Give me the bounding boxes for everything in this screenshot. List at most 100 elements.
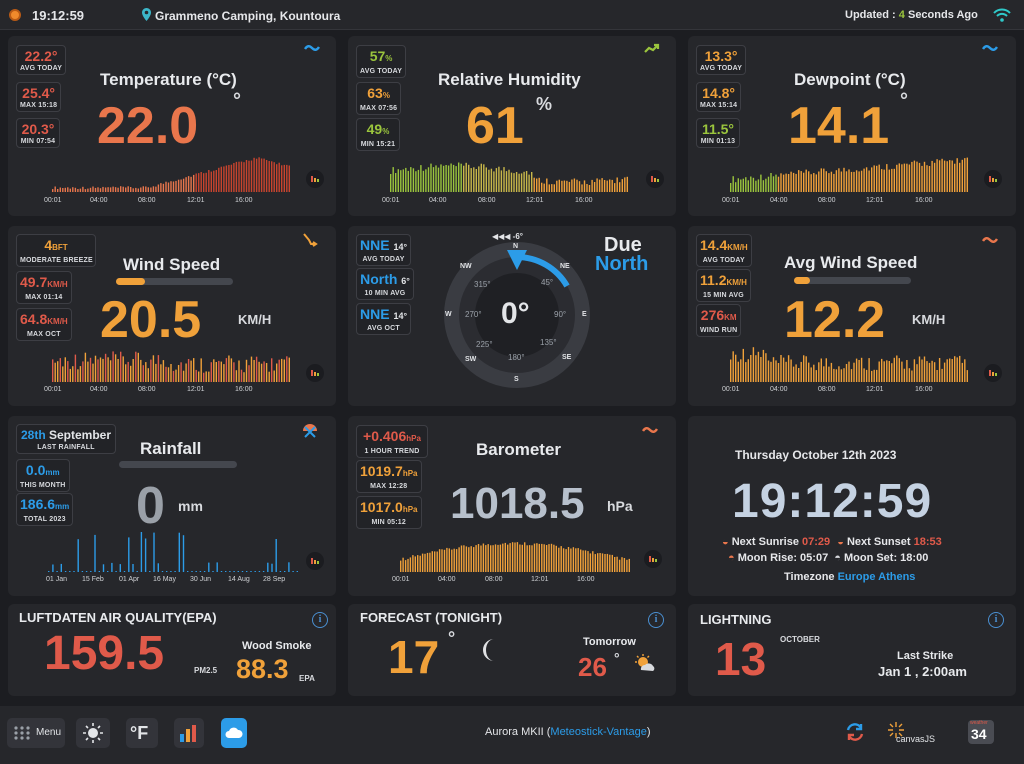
dir-avg-label: AVG TODAY: [362, 256, 405, 263]
spark-bar: [48, 571, 50, 572]
spark-bar: [460, 163, 462, 192]
spark-bar: [120, 351, 122, 382]
rain-total-value: 186.6: [20, 496, 56, 512]
spark-bar: [583, 180, 586, 192]
status-dot[interactable]: [9, 9, 21, 21]
spark-bar: [504, 542, 506, 572]
dew-chart-button[interactable]: [984, 170, 1002, 188]
compass-se: SE: [562, 354, 572, 361]
spark-bar: [225, 571, 227, 572]
wind-tick-0: 00:01: [44, 386, 62, 393]
forecast-card[interactable]: FORECAST (TONIGHT) i 17 ° Tomorrow 26 °: [348, 604, 676, 696]
rain-tick-3: 16 May: [153, 576, 176, 583]
menu-button[interactable]: Menu: [7, 718, 65, 748]
spark-bar: [548, 184, 550, 192]
wind-direction-card[interactable]: NNE 14° AVG TODAY North 6° 10 MIN AVG NNE …: [348, 226, 676, 406]
temp-max-box: 25.4° MAX 15:18: [16, 82, 62, 112]
sunset-time: 18:53: [913, 536, 942, 548]
spark-bar: [98, 571, 100, 572]
spark-bar: [64, 571, 67, 572]
spark-bar: [208, 562, 210, 572]
wind-chart-button[interactable]: [306, 364, 324, 382]
spark-bar: [430, 163, 432, 192]
spark-bar: [508, 169, 510, 192]
spark-bar: [465, 546, 468, 572]
spark-bar: [876, 369, 878, 382]
spark-bar: [254, 571, 256, 572]
spark-bar: [792, 172, 795, 192]
spark-bar: [587, 551, 589, 572]
spark-bar: [190, 176, 192, 192]
spark-bar: [447, 165, 450, 192]
canvasjs-logo[interactable]: canvasJS: [888, 722, 940, 746]
spark-bar: [152, 186, 155, 192]
compass-nw: NW: [460, 263, 472, 270]
humidity-card[interactable]: 57% AVG TODAY 63% MAX 07:56 49% MIN 15:21 R…: [348, 36, 676, 216]
lightning-card[interactable]: LIGHTNING i 13 OCTOBER Last Strike Jan 1…: [688, 604, 1016, 696]
rainfall-card[interactable]: 28th September LAST RAINFALL 0.0mm THIS MO…: [8, 416, 336, 596]
hum-chart-button[interactable]: [646, 170, 664, 188]
temp-chart-button[interactable]: [306, 170, 324, 188]
avgw-chart-button[interactable]: [984, 364, 1002, 382]
spark-bar: [455, 166, 457, 192]
lightning-month: OCTOBER: [780, 635, 820, 644]
spark-bar: [185, 363, 187, 382]
wind-speed-card[interactable]: 4BFT MODERATE BREEZE 49.7KM/H MAX 01:14 64…: [8, 226, 336, 406]
spark-bar: [445, 165, 447, 192]
baro-sparkline: [400, 542, 630, 572]
rain-month-box: 0.0mm THIS MONTH: [16, 459, 70, 492]
hum-avg-box: 57% AVG TODAY: [356, 45, 407, 78]
spark-bar: [140, 187, 142, 192]
spark-bar: [881, 358, 883, 382]
lightning-info-icon[interactable]: i: [988, 612, 1004, 628]
weather34-badge[interactable]: weather 34: [968, 720, 994, 744]
dewpoint-card[interactable]: 13.3° AVG TODAY 14.8° MAX 15:14 11.5° MIN 0…: [688, 36, 1016, 216]
lightning-title: LIGHTNING: [700, 612, 772, 627]
wind-tick-4: 16:00: [235, 386, 253, 393]
forecast-info-icon[interactable]: i: [648, 612, 664, 628]
spark-bar: [785, 361, 787, 382]
spark-bar: [865, 369, 868, 382]
spark-bar: [918, 162, 921, 192]
refresh-icon[interactable]: [844, 721, 866, 743]
spark-bar: [160, 183, 162, 192]
cloud-button[interactable]: [221, 718, 247, 748]
trend-wave-icon: [982, 45, 998, 51]
rain-chart-button[interactable]: [306, 552, 324, 570]
baro-chart-button[interactable]: [644, 550, 662, 568]
theme-button[interactable]: [76, 718, 110, 748]
station-link[interactable]: Meteostick-Vantage: [550, 726, 647, 738]
spark-bar: [611, 554, 613, 572]
temperature-card[interactable]: 22.2° AVG TODAY 25.4° MAX 15:18 20.3° MIN 0…: [8, 36, 336, 216]
spark-bar: [548, 544, 550, 572]
spark-bar: [260, 158, 263, 192]
spark-bar: [180, 362, 182, 382]
spark-bar: [160, 364, 162, 382]
wind-tick-3: 12:01: [187, 386, 205, 393]
avgw-15-unit: KM/H: [726, 278, 747, 287]
spark-bar: [792, 366, 795, 382]
spark-bar: [767, 360, 770, 382]
spark-bar: [949, 160, 951, 192]
spark-bar: [87, 361, 89, 382]
spark-bar: [57, 361, 59, 382]
units-button[interactable]: °F: [126, 718, 158, 748]
spark-bar: [621, 557, 623, 572]
spark-bar: [566, 180, 568, 192]
avg-wind-card[interactable]: 14.4KM/H AVG TODAY 11.2KM/H 15 MIN AVG 276…: [688, 226, 1016, 406]
air-info-icon[interactable]: i: [312, 612, 328, 628]
charts-button[interactable]: [174, 718, 204, 748]
wind-level-fill: [116, 278, 146, 285]
air-quality-card[interactable]: LUFTDATEN AIR QUALITY(EPA) i 159.5 PM2.5…: [8, 604, 336, 696]
baro-trend-box: +0.406hPa 1 HOUR TREND: [356, 425, 428, 458]
sunrise-icon: ◒: [722, 536, 729, 548]
wind-sparkline: [52, 351, 290, 382]
rain-title: Rainfall: [140, 439, 202, 458]
spark-bar: [255, 356, 258, 382]
wind-bft-unit: BFT: [52, 243, 68, 252]
temp-tick-4: 16:00: [235, 197, 253, 204]
spark-bar: [52, 189, 54, 192]
barometer-card[interactable]: +0.406hPa 1 HOUR TREND 1019.7hPa MAX 12:28…: [348, 416, 676, 596]
spark-bar: [114, 187, 117, 192]
baro-trend: +0.406hPa: [360, 428, 424, 447]
